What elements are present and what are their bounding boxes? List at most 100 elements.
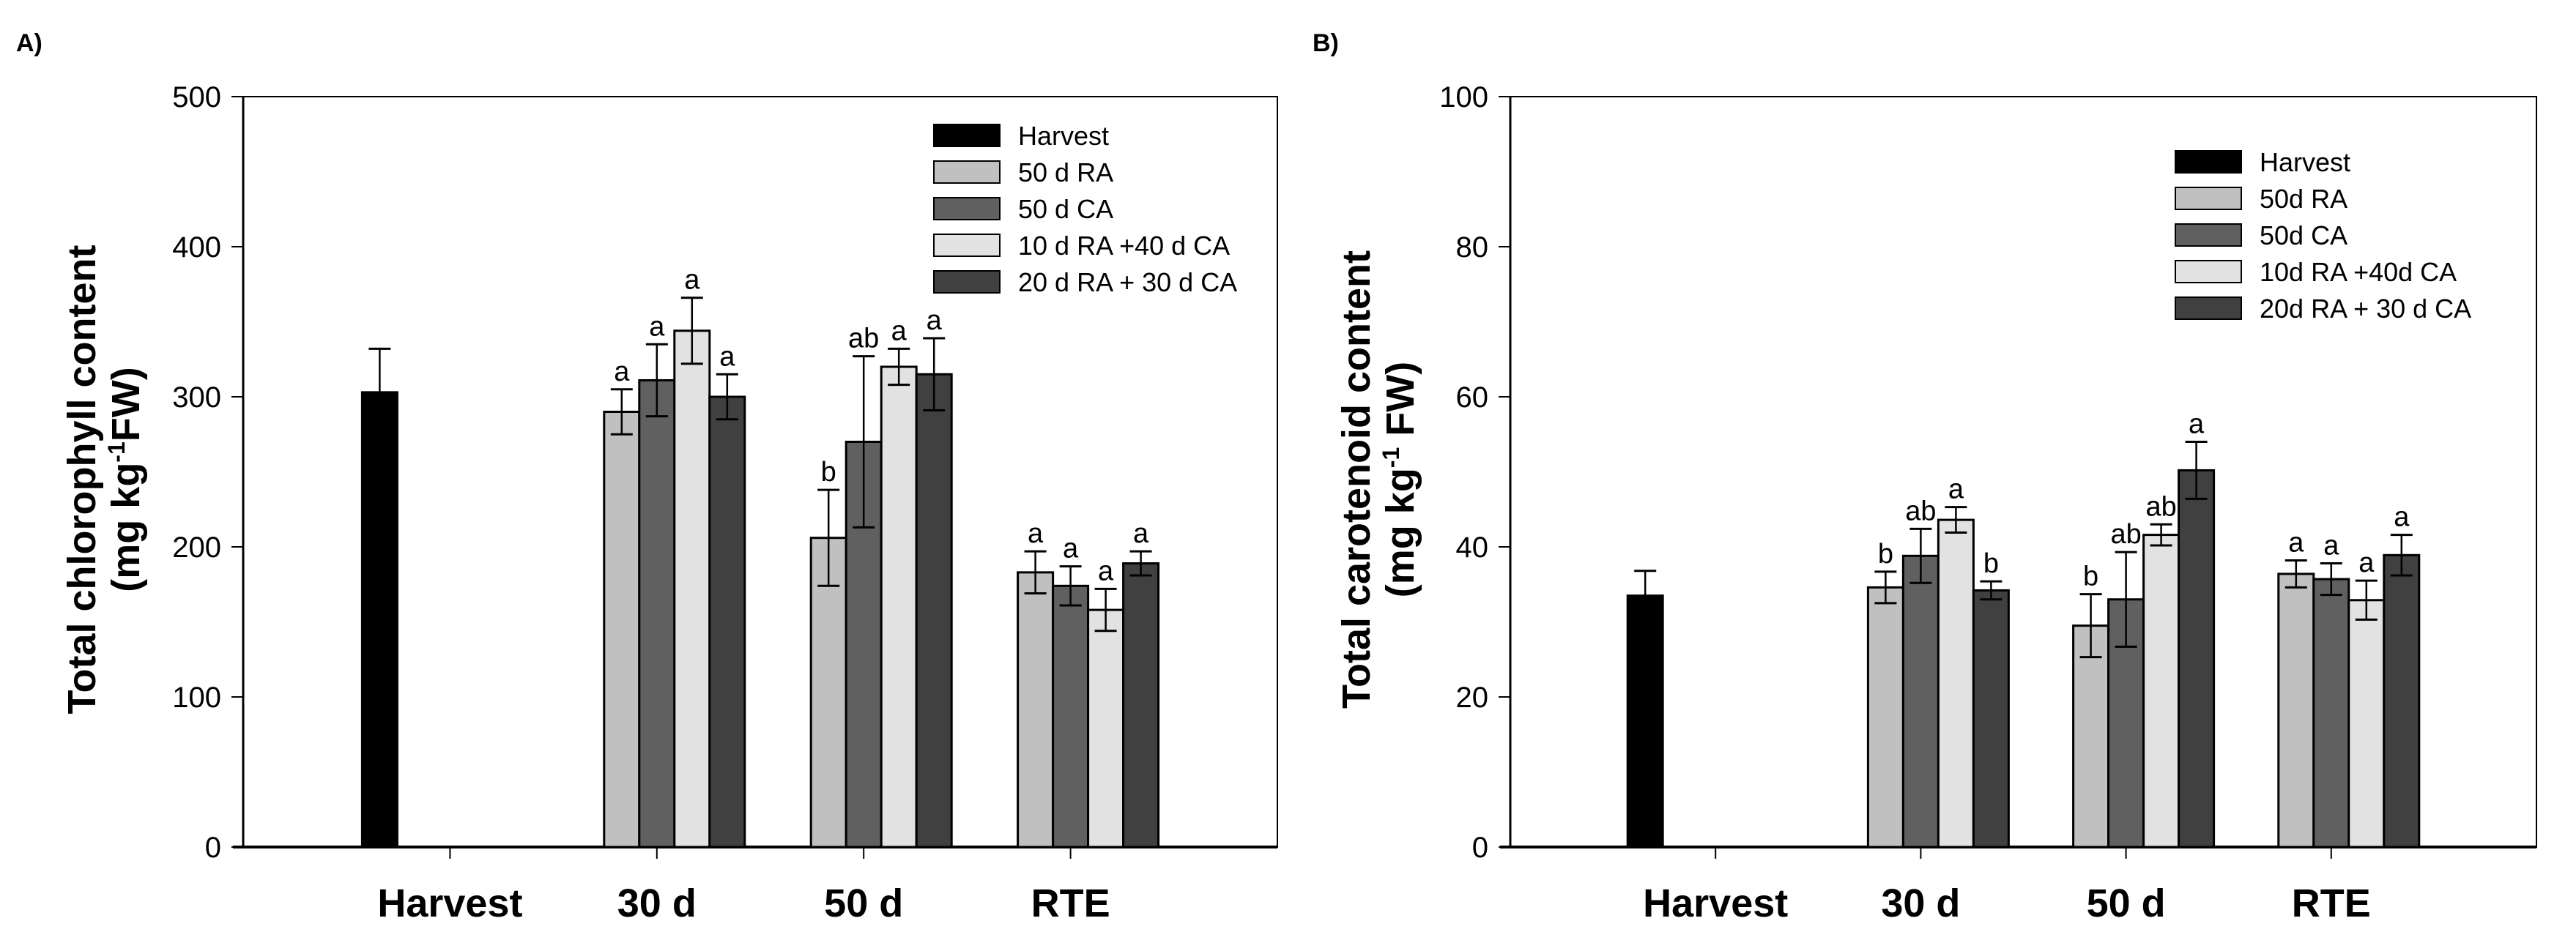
legend: Harvest 50 d RA 50 d CA 10 d RA +40 d CA 20 … [933,121,1237,297]
x-category-label: Harvest [377,881,522,925]
bar [638,378,676,848]
significance-letter: a [719,341,735,372]
bar [1052,584,1090,848]
legend-swatch [2175,187,2242,210]
bar [360,391,398,848]
y-tick-label: 60 [1456,381,1489,414]
legend-label: Harvest [2260,147,2350,177]
y-tick-label: 400 [172,231,221,264]
significance-letter: a [649,311,665,342]
panel-label: A) [16,29,42,57]
y-axis-title-line2: (mg kg-1FW) [103,367,148,592]
legend-label: 10 d RA +40 d CA [1018,231,1230,261]
significance-letter: a [1133,518,1149,549]
legend-swatch [2175,260,2242,283]
bar [2142,534,2180,848]
significance-letter: a [1063,534,1079,564]
y-tick-label: 100 [172,682,221,714]
legend-swatch [933,197,1001,220]
bar [1901,554,1940,848]
significance-letter: a [684,265,700,296]
legend-label: Harvest [1018,121,1109,151]
y-tick-label: 0 [205,832,221,864]
y-axis-unit-suffix: FW) [1378,362,1422,447]
significance-letter: a [1028,518,1044,549]
bar [1626,594,1664,848]
y-axis-title: Total carotenoid content (mg kg-1 FW) [1335,250,1422,709]
legend-label: 20d RA + 30 d CA [2260,294,2471,324]
significance-letter: ab [2145,491,2176,522]
legend-label: 50d RA [2260,184,2347,214]
bar [2347,599,2386,848]
bar [1087,608,1125,848]
bar [2107,598,2145,848]
bar [708,395,746,848]
legend-label: 20 d RA + 30 d CA [1018,267,1237,297]
y-tick-label: 0 [1472,832,1488,864]
bar [1972,589,2010,848]
y-axis-unit-prefix: (mg kg [1378,468,1422,597]
significance-letter: b [1878,539,1893,570]
x-category-label: 50 d [824,881,903,925]
legend-label: 50 d RA [1018,157,1113,187]
y-axis-title-line1: Total chlorophyll content [60,245,104,714]
legend-swatch [2175,223,2242,247]
significance-letter: a [927,305,943,336]
legend: Harvest 50d RA 50d CA 10d RA +40d CA 20d RA … [2175,147,2471,324]
y-tick-label: 80 [1456,231,1489,264]
bar [1122,562,1160,848]
x-category-label: 30 d [617,881,697,925]
bar [1866,586,1904,848]
significance-letter: a [2358,548,2375,578]
significance-letter: a [2394,502,2410,533]
y-axis-title: Total chlorophyll content (mg kg-1FW) [60,245,148,714]
bar [880,365,918,848]
legend-swatch [933,160,1001,184]
y-tick-label: 500 [172,81,221,113]
significance-letter: ab [2110,519,2141,550]
y-tick-label: 20 [1456,682,1489,714]
bar [2312,578,2350,848]
legend-swatch [933,234,1001,257]
significance-letter: a [2323,531,2339,562]
bar [2072,624,2110,848]
y-axis-title-line1: Total carotenoid content [1335,250,1378,709]
legend-label: 50d CA [2260,220,2347,250]
bar [1937,518,1975,848]
legend-label: 10d RA +40d CA [2260,257,2457,287]
chart-panel-a: A) 0 100 200 300 400 500 Harvest 30 d 50 d RTE Tota… [16,29,1278,925]
legend-label: 50 d CA [1018,194,1113,224]
bar [603,411,641,848]
bar [1017,571,1055,848]
significance-letter: a [1948,474,1964,505]
significance-letter: a [1098,556,1114,586]
legend-swatch [2175,150,2242,174]
y-axis-unit-superscript: -1 [1378,447,1404,468]
bar [2277,572,2315,848]
significance-letter: ab [1905,496,1936,526]
significance-letter: b [1983,548,1999,579]
x-category-label: RTE [1031,881,1110,925]
legend-swatch [933,270,1001,294]
x-category-label: 50 d [2087,881,2166,925]
bar [673,329,711,848]
y-tick-label: 300 [172,381,221,414]
significance-letter: a [614,357,630,387]
significance-letter: b [2083,562,2098,592]
x-category-label: 30 d [1881,881,1960,925]
significance-letter: a [891,316,907,346]
chart-panel-b: B) 0 20 40 60 80 100 Harvest 30 d 50 d RTE Total ca… [1313,29,2537,925]
significance-letter: a [2288,527,2304,558]
significance-letter: ab [848,324,879,354]
y-axis-unit-superscript: -1 [103,441,130,462]
y-tick-label: 200 [172,531,221,564]
significance-letter: a [2189,409,2205,440]
significance-letter: b [821,457,836,488]
x-category-label: Harvest [1643,881,1788,925]
y-tick-label: 40 [1456,531,1489,564]
y-tick-label: 100 [1439,81,1488,113]
bar [2178,469,2216,848]
bar [2383,553,2421,848]
